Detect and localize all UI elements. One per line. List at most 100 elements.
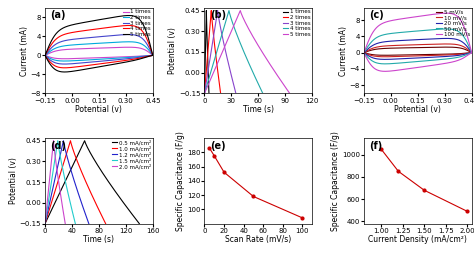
1 times xyxy=(62,57,67,60)
2.0 mA/cm² xyxy=(44,210,49,213)
1.2 mA/cm² xyxy=(86,222,91,225)
Y-axis label: Potential (v): Potential (v) xyxy=(168,27,177,74)
10 mV/s xyxy=(361,51,367,54)
4 times xyxy=(62,66,67,69)
3 times xyxy=(120,58,126,61)
1 times xyxy=(132,55,138,58)
Legend: 0.5 mA/cm², 1.0 mA/cm², 1.2 mA/cm², 1.5 mA/cm², 2.0 mA/cm²: 0.5 mA/cm², 1.0 mA/cm², 1.2 mA/cm², 1.5 … xyxy=(111,139,152,170)
2 times xyxy=(127,56,132,59)
20 mV/s xyxy=(439,55,445,58)
1.0 mA/cm² xyxy=(45,214,50,217)
20 mV/s xyxy=(391,58,396,61)
1.2 mA/cm² xyxy=(82,212,88,216)
3 times xyxy=(204,79,210,82)
Line: 4 times: 4 times xyxy=(204,11,263,93)
1.5 mA/cm² xyxy=(42,222,48,225)
5 times xyxy=(280,82,286,86)
4 times xyxy=(94,63,100,66)
Line: 1.2 mA/cm²: 1.2 mA/cm² xyxy=(45,141,89,224)
2 times xyxy=(217,82,222,86)
0.5 mA/cm² xyxy=(132,217,138,220)
4 times xyxy=(226,9,232,12)
1.0 mA/cm² xyxy=(103,222,109,225)
100 mV/s xyxy=(374,25,380,29)
Text: (d): (d) xyxy=(50,141,66,151)
50 mV/s xyxy=(391,62,396,65)
2 times xyxy=(206,36,212,40)
50 mV/s xyxy=(446,57,451,60)
Text: (b): (b) xyxy=(210,10,226,20)
2.0 mA/cm² xyxy=(61,212,66,216)
2.0 mA/cm² xyxy=(62,217,67,220)
Text: (a): (a) xyxy=(50,10,66,20)
50 mV/s xyxy=(374,36,380,39)
Line: 2 times: 2 times xyxy=(204,11,220,93)
Line: 1 times: 1 times xyxy=(45,47,153,59)
3 times xyxy=(42,54,48,57)
5 times xyxy=(287,92,292,95)
1 times xyxy=(206,92,212,95)
5 times xyxy=(201,92,207,95)
1.2 mA/cm² xyxy=(44,214,50,217)
Line: 5 times: 5 times xyxy=(45,16,153,72)
3 times xyxy=(126,33,132,36)
0.5 mA/cm² xyxy=(69,166,74,170)
10 mV/s xyxy=(446,53,451,56)
Line: 4 times: 4 times xyxy=(45,25,153,68)
10 mV/s xyxy=(444,42,449,46)
2 times xyxy=(217,87,223,90)
5 times xyxy=(226,36,231,40)
100 mV/s xyxy=(382,70,388,73)
10 mV/s xyxy=(361,51,367,54)
5 mV/s xyxy=(451,52,457,55)
1 times xyxy=(202,53,208,56)
10 mV/s xyxy=(439,54,445,57)
4 times xyxy=(126,24,132,27)
5 times xyxy=(42,54,48,57)
Line: 3 times: 3 times xyxy=(45,35,153,64)
3 times xyxy=(94,60,100,63)
2.0 mA/cm² xyxy=(43,214,49,217)
4 times xyxy=(55,36,61,39)
2 times xyxy=(205,53,210,56)
4 times xyxy=(260,92,265,95)
Line: 1.5 mA/cm²: 1.5 mA/cm² xyxy=(45,141,75,224)
1 times xyxy=(203,9,209,12)
5 times xyxy=(55,30,61,33)
Line: 5 mV/s: 5 mV/s xyxy=(364,47,472,55)
100 mV/s xyxy=(439,62,445,66)
1.5 mA/cm² xyxy=(55,139,61,142)
10 mV/s xyxy=(391,55,396,58)
Line: 10 mV/s: 10 mV/s xyxy=(364,44,472,57)
5 mV/s xyxy=(361,51,367,54)
2 times xyxy=(42,54,48,57)
5 mV/s xyxy=(374,48,380,51)
5 times xyxy=(127,60,132,63)
50 mV/s xyxy=(382,62,388,66)
5 mV/s xyxy=(413,53,419,56)
3 times xyxy=(55,41,61,44)
4 times xyxy=(72,66,78,69)
1.2 mA/cm² xyxy=(55,166,60,170)
2.0 mA/cm² xyxy=(63,222,68,225)
4 times xyxy=(201,92,207,95)
50 mV/s xyxy=(413,60,419,63)
3 times xyxy=(127,57,132,60)
1.5 mA/cm² xyxy=(44,210,50,213)
2.0 mA/cm² xyxy=(46,183,52,186)
1.2 mA/cm² xyxy=(61,139,66,142)
5 mV/s xyxy=(439,53,445,56)
2 times xyxy=(201,92,207,95)
1 times xyxy=(42,54,48,57)
10 mV/s xyxy=(374,46,380,49)
100 mV/s xyxy=(446,61,451,64)
Text: (c): (c) xyxy=(369,10,384,20)
3 times xyxy=(203,83,209,87)
2 times xyxy=(94,58,100,61)
1.5 mA/cm² xyxy=(48,183,54,186)
20 mV/s xyxy=(413,56,419,60)
1.5 mA/cm² xyxy=(44,214,49,217)
1.2 mA/cm² xyxy=(45,210,51,213)
1.0 mA/cm² xyxy=(54,183,60,186)
2 times xyxy=(218,92,223,95)
